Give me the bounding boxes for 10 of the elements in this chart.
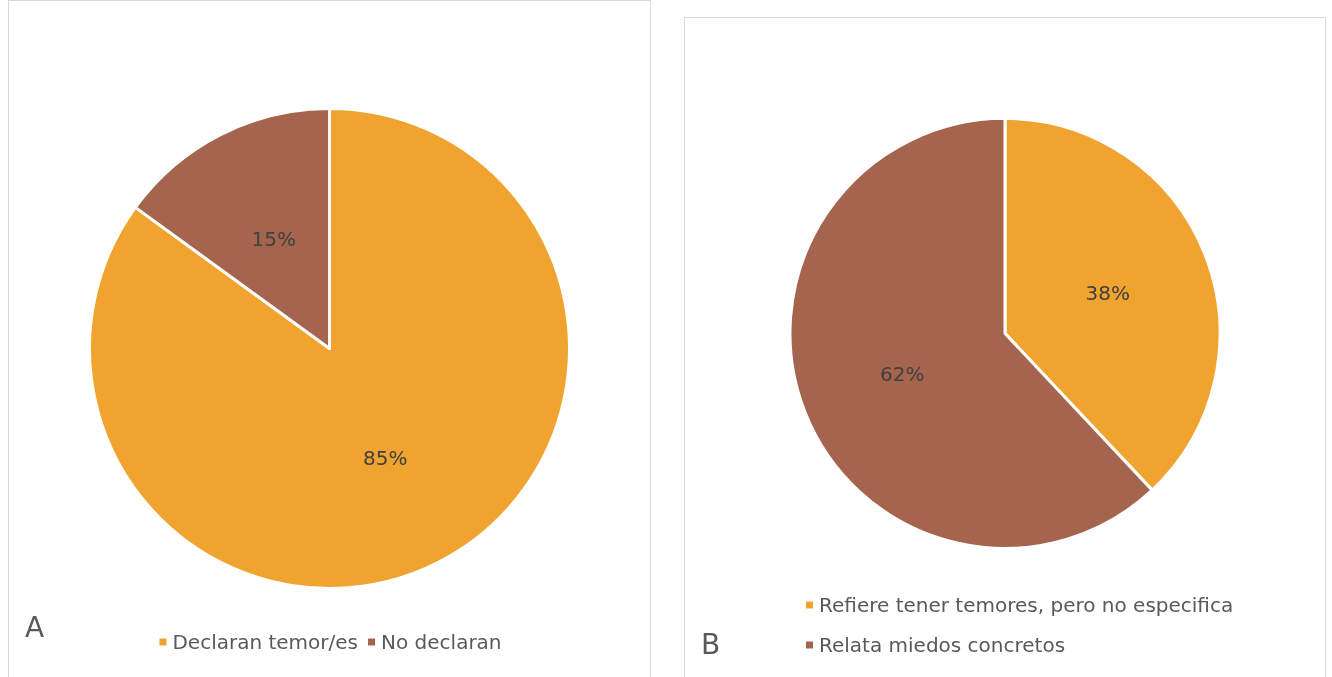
text: A [25,610,45,644]
data-label: 85% [363,446,408,471]
legend-label: Refiere tener temores, pero no especifica [819,593,1234,617]
data-label: 38% [1085,280,1130,305]
data-label: 62% [880,362,925,387]
legend-label: No declaran [381,630,502,654]
legend-label: Relata miedos concretos [819,633,1066,657]
legend-label: Declaran temor/es [172,630,359,654]
data-label: 15% [251,226,296,251]
text: B [701,627,721,661]
